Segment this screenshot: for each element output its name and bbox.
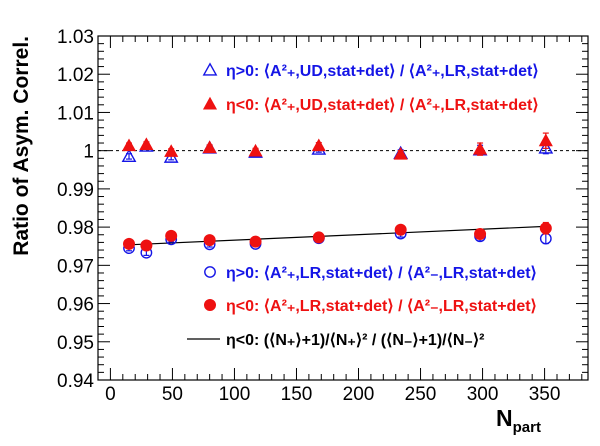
x-axis-title-subscript: part xyxy=(513,419,541,436)
data-point-filled-circle xyxy=(123,237,136,250)
data-point-filled-circle xyxy=(165,229,178,242)
x-tick-label: 100 xyxy=(219,384,251,405)
x-tick-label: 250 xyxy=(405,384,437,405)
data-point-filled-triangle xyxy=(393,146,408,160)
data-point-filled-circle xyxy=(394,223,407,236)
legend-label: η<0: (⟨N₊⟩+1)/⟨N₊⟩² / (⟨N₋⟩+1)/⟨N₋⟩² xyxy=(226,332,484,349)
y-tick-label: 0.94 xyxy=(57,371,94,392)
x-tick-label: 50 xyxy=(162,384,183,405)
x-tick-label: 200 xyxy=(343,384,375,405)
y-tick-label: 1 xyxy=(83,142,94,163)
legend-label: η<0: ⟨A²₊,UD,stat+det⟩ / ⟨A²₊,LR,stat+de… xyxy=(226,97,539,114)
data-point-filled-circle xyxy=(249,235,262,248)
legend-label: η>0: ⟨A²₊,UD,stat+det⟩ / ⟨A²₊,LR,stat+de… xyxy=(226,63,539,80)
legend-marker xyxy=(204,299,216,311)
y-tick-label: 0.99 xyxy=(57,180,94,201)
data-point-filled-triangle xyxy=(248,143,263,157)
data-point-filled-circle xyxy=(140,239,153,252)
y-tick-label: 0.96 xyxy=(57,295,94,316)
data-point-filled-triangle xyxy=(164,144,179,157)
data-point-open-triangle xyxy=(538,140,554,154)
y-tick-label: 0.98 xyxy=(57,218,94,239)
x-axis-title: Npart xyxy=(496,405,541,436)
x-tick-label: 300 xyxy=(467,384,499,405)
legend-label: η>0: ⟨A²₊,LR,stat+det⟩ / ⟨A²₋,LR,stat+de… xyxy=(226,265,537,282)
data-point-filled-triangle xyxy=(311,138,326,152)
data-point-filled-circle xyxy=(474,227,487,240)
data-points xyxy=(121,132,554,259)
data-point-filled-circle xyxy=(539,222,552,235)
legend-marker xyxy=(202,62,218,76)
axis-tick-labels: 0.94 0.95 0.96 0.97 0.98 0.99 1 1.01 1.02 1.03 0 50… xyxy=(57,27,560,405)
x-tick-label: 0 xyxy=(105,384,116,405)
axis-ticks xyxy=(97,35,588,381)
data-point-filled-triangle xyxy=(473,141,488,155)
plot-frame xyxy=(97,35,589,381)
y-tick-label: 1.01 xyxy=(57,103,94,124)
data-point-filled-circle xyxy=(203,234,216,247)
legend-marker xyxy=(204,266,216,278)
legend-label: η<0: ⟨A²₊,LR,stat+det⟩ / ⟨A²₋,LR,stat+de… xyxy=(226,298,537,315)
legend-marker xyxy=(202,96,218,110)
data-point-open-triangle xyxy=(121,148,137,163)
data-point-filled-circle xyxy=(312,231,325,244)
y-tick-label: 0.97 xyxy=(57,256,94,277)
data-point-filled-triangle xyxy=(538,133,553,147)
y-tick-label: 0.95 xyxy=(57,333,94,354)
data-point-filled-triangle xyxy=(121,138,137,152)
y-axis-title: Ratio of Asym. Correl. xyxy=(10,36,33,256)
y-tick-label: 1.02 xyxy=(57,65,94,86)
y-tick-label: 1.03 xyxy=(57,27,94,48)
x-tick-label: 150 xyxy=(281,384,313,405)
x-tick-label: 350 xyxy=(529,384,561,405)
data-point-filled-triangle xyxy=(202,140,217,154)
legend: η>0: ⟨A²₊,UD,stat+det⟩ / ⟨A²₊,LR,stat+de… xyxy=(187,62,539,349)
data-point-filled-triangle xyxy=(139,137,154,151)
